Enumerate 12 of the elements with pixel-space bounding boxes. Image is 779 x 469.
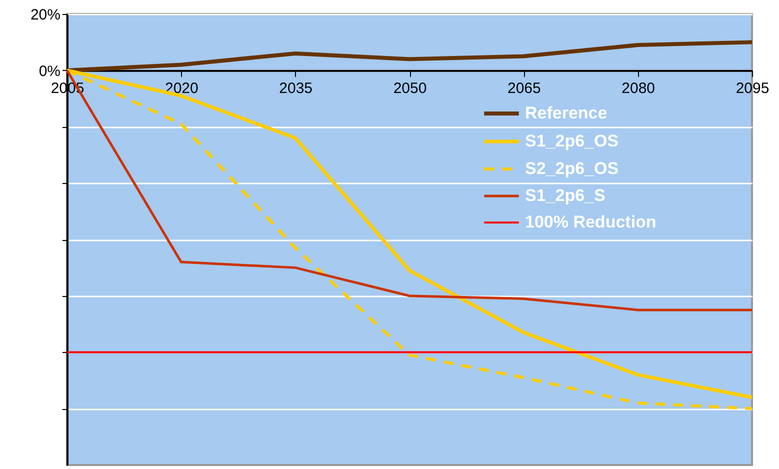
x-tick-label: 2050 [393,80,427,97]
x-tick-label: 2065 [507,80,541,97]
x-tick-label: 2035 [279,80,313,97]
legend-label: S1_2p6_OS [525,132,619,150]
legend-label: S1_2p6_S [525,186,606,205]
legend-label: S2_2p6_OS [525,159,619,178]
x-tick-label: 2080 [622,80,656,97]
y-tick-label: 20% [30,6,60,24]
legend-label: Reference [525,104,608,122]
y-tick-label: 0% [38,62,60,80]
legend-label: 100% Reduction [525,212,656,232]
x-tick-label: 2095 [736,80,770,97]
